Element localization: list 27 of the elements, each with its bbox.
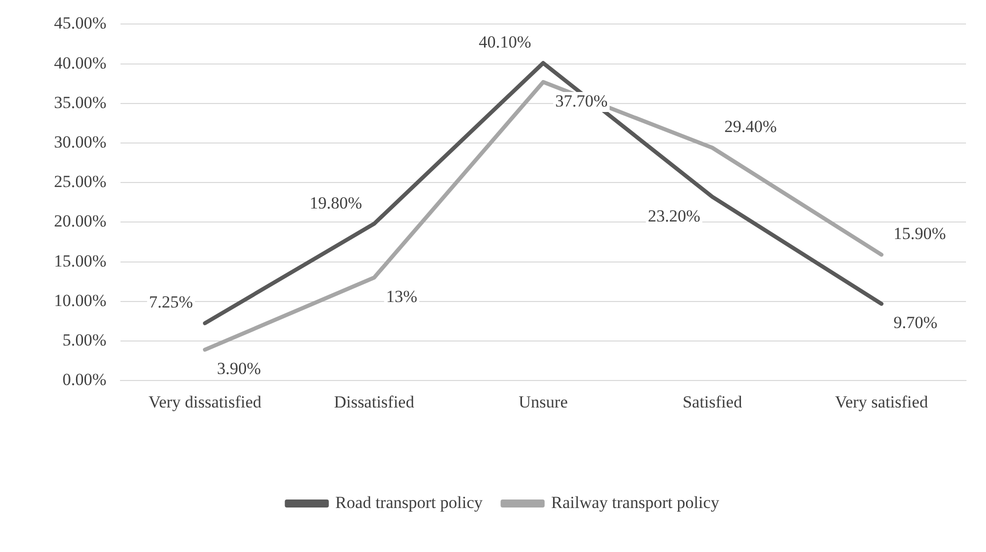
data-label: 15.90% <box>893 224 946 244</box>
data-label: 3.90% <box>216 359 261 378</box>
y-tick-label: 30.00% <box>54 132 106 152</box>
data-label: 40.10% <box>478 32 532 52</box>
y-tick-label: 10.00% <box>54 290 106 310</box>
data-label: 19.80% <box>310 193 362 212</box>
y-tick-label: 35.00% <box>54 92 106 112</box>
y-tick-label: 40.00% <box>54 53 106 72</box>
x-tick-label: Dissatisfied <box>334 392 415 412</box>
data-label: 37.70% <box>555 91 608 110</box>
y-tick-label: 20.00% <box>54 212 106 231</box>
x-tick-label: Unsure <box>518 392 568 412</box>
y-tick-label: 25.00% <box>54 172 106 192</box>
x-tick-label: Satisfied <box>682 392 743 412</box>
data-label: 23.20% <box>648 206 700 226</box>
data-label: 7.25% <box>149 292 193 312</box>
y-tick-label: 45.00% <box>54 14 106 33</box>
y-tick-label: 15.00% <box>54 251 106 270</box>
y-tick-label: 5.00% <box>62 330 106 350</box>
data-label: 9.70% <box>893 313 938 332</box>
y-tick-label: 0.00% <box>62 370 106 390</box>
legend-label: Road transport policy <box>335 492 484 512</box>
data-label: 29.40% <box>724 117 777 136</box>
data-label: 13% <box>386 287 418 306</box>
legend-label: Railway transport policy <box>551 492 720 512</box>
x-tick-label: Very dissatisfied <box>148 392 262 412</box>
x-tick-label: Very satisfied <box>834 392 928 412</box>
